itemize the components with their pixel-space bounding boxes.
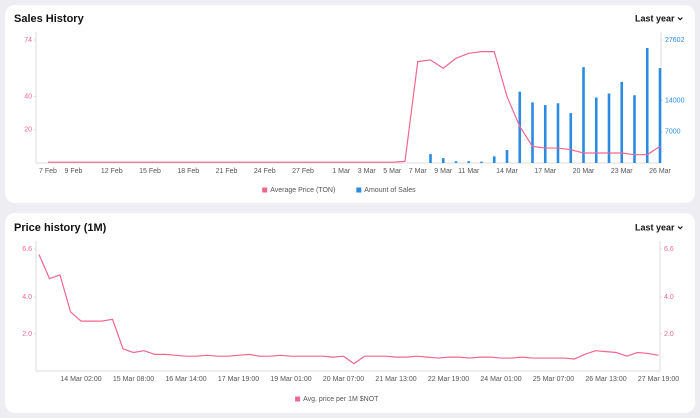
x-tick-label: 5 Mar [383, 168, 402, 175]
x-tick-label: 21 Feb [216, 168, 238, 175]
chevron[interactable] [677, 226, 683, 230]
x-tick-label: 23 Mar [611, 168, 633, 175]
x-tick-label: 15 Feb [139, 168, 161, 175]
legend-label: Avg. price per 1M $NOT [303, 396, 379, 403]
y2-tick-label: 14000 [665, 97, 685, 104]
y-tick-label: 74 [24, 37, 32, 44]
y2-tick-label: 6.6 [664, 246, 674, 253]
bar [429, 154, 432, 163]
y2-tick-label: 2.0 [664, 331, 674, 338]
card [5, 5, 695, 203]
x-tick-label: 26 Mar [649, 168, 671, 175]
x-tick-label: 12 Feb [101, 168, 123, 175]
x-tick-label: 9 Mar [434, 168, 453, 175]
bar [531, 102, 534, 163]
x-tick-label: 24 Mar 01:00 [480, 376, 521, 383]
bar [569, 113, 573, 163]
bar [492, 156, 496, 163]
bar [505, 150, 509, 163]
x-tick-label: 17 Mar [534, 168, 556, 175]
x-tick-label: 25 Mar 07:00 [533, 376, 574, 383]
x-tick-label: 22 Mar 19:00 [428, 376, 469, 383]
bar [645, 48, 649, 163]
x-tick-label: 1 Mar [332, 168, 351, 175]
bar [441, 158, 445, 163]
y-tick-label: 6.6 [22, 246, 32, 253]
line [48, 51, 661, 163]
x-tick-label: 19 Mar 01:00 [270, 376, 311, 383]
bar [556, 103, 560, 163]
bar [480, 161, 483, 163]
chevron[interactable] [677, 17, 683, 21]
x-tick-label: 7 Feb [39, 168, 57, 175]
x-tick-label: 27 Mar 19:00 [638, 376, 679, 383]
y-tick-label: 40 [24, 93, 32, 100]
x-tick-label: 26 Mar 13:00 [585, 376, 626, 383]
legend-swatch [356, 187, 362, 193]
bar [658, 68, 662, 163]
y2-tick-label: 4.0 [664, 294, 674, 301]
x-tick-label: 15 Mar 08:00 [113, 376, 154, 383]
legend-swatch [295, 396, 301, 402]
bar [594, 97, 598, 163]
x-tick-label: 20 Mar [573, 168, 595, 175]
bar [543, 105, 547, 163]
x-tick-label: 16 Mar 14:00 [165, 376, 206, 383]
period-selector[interactable]: Last year [635, 222, 675, 232]
y-tick-label: 2.0 [22, 331, 32, 338]
x-tick-label: 14 Mar 02:00 [60, 376, 101, 383]
chart-title: Price history (1M) [14, 222, 107, 234]
card [5, 213, 695, 413]
bar [620, 81, 624, 163]
bar [454, 161, 458, 163]
legend-label: Amount of Sales [364, 187, 416, 194]
x-tick-label: 3 Mar [358, 168, 377, 175]
y2-tick-label: 27602 [665, 37, 685, 44]
x-tick-label: 24 Feb [254, 168, 276, 175]
line [38, 254, 659, 365]
chart-title: Sales History [14, 13, 85, 25]
legend-label: Average Price (TON) [270, 187, 335, 194]
y2-tick-label: 7000 [665, 129, 681, 136]
x-tick-label: 14 Mar [496, 168, 518, 175]
bar [607, 93, 611, 163]
period-selector[interactable]: Last year [635, 13, 675, 23]
legend-swatch [262, 187, 268, 193]
x-tick-label: 17 Mar 19:00 [218, 376, 259, 383]
x-tick-label: 20 Mar 07:00 [323, 376, 364, 383]
x-tick-label: 27 Feb [292, 168, 314, 175]
x-tick-label: 9 Feb [65, 168, 83, 175]
y-tick-label: 20 [24, 127, 32, 134]
bar [582, 67, 585, 163]
bar [633, 95, 636, 163]
x-tick-label: 11 Mar [458, 168, 480, 175]
y-tick-label: 4.0 [22, 294, 32, 301]
bar [467, 161, 471, 163]
x-tick-label: 18 Feb [177, 168, 199, 175]
x-tick-label: 21 Mar 13:00 [375, 376, 416, 383]
x-tick-label: 7 Mar [409, 168, 428, 175]
